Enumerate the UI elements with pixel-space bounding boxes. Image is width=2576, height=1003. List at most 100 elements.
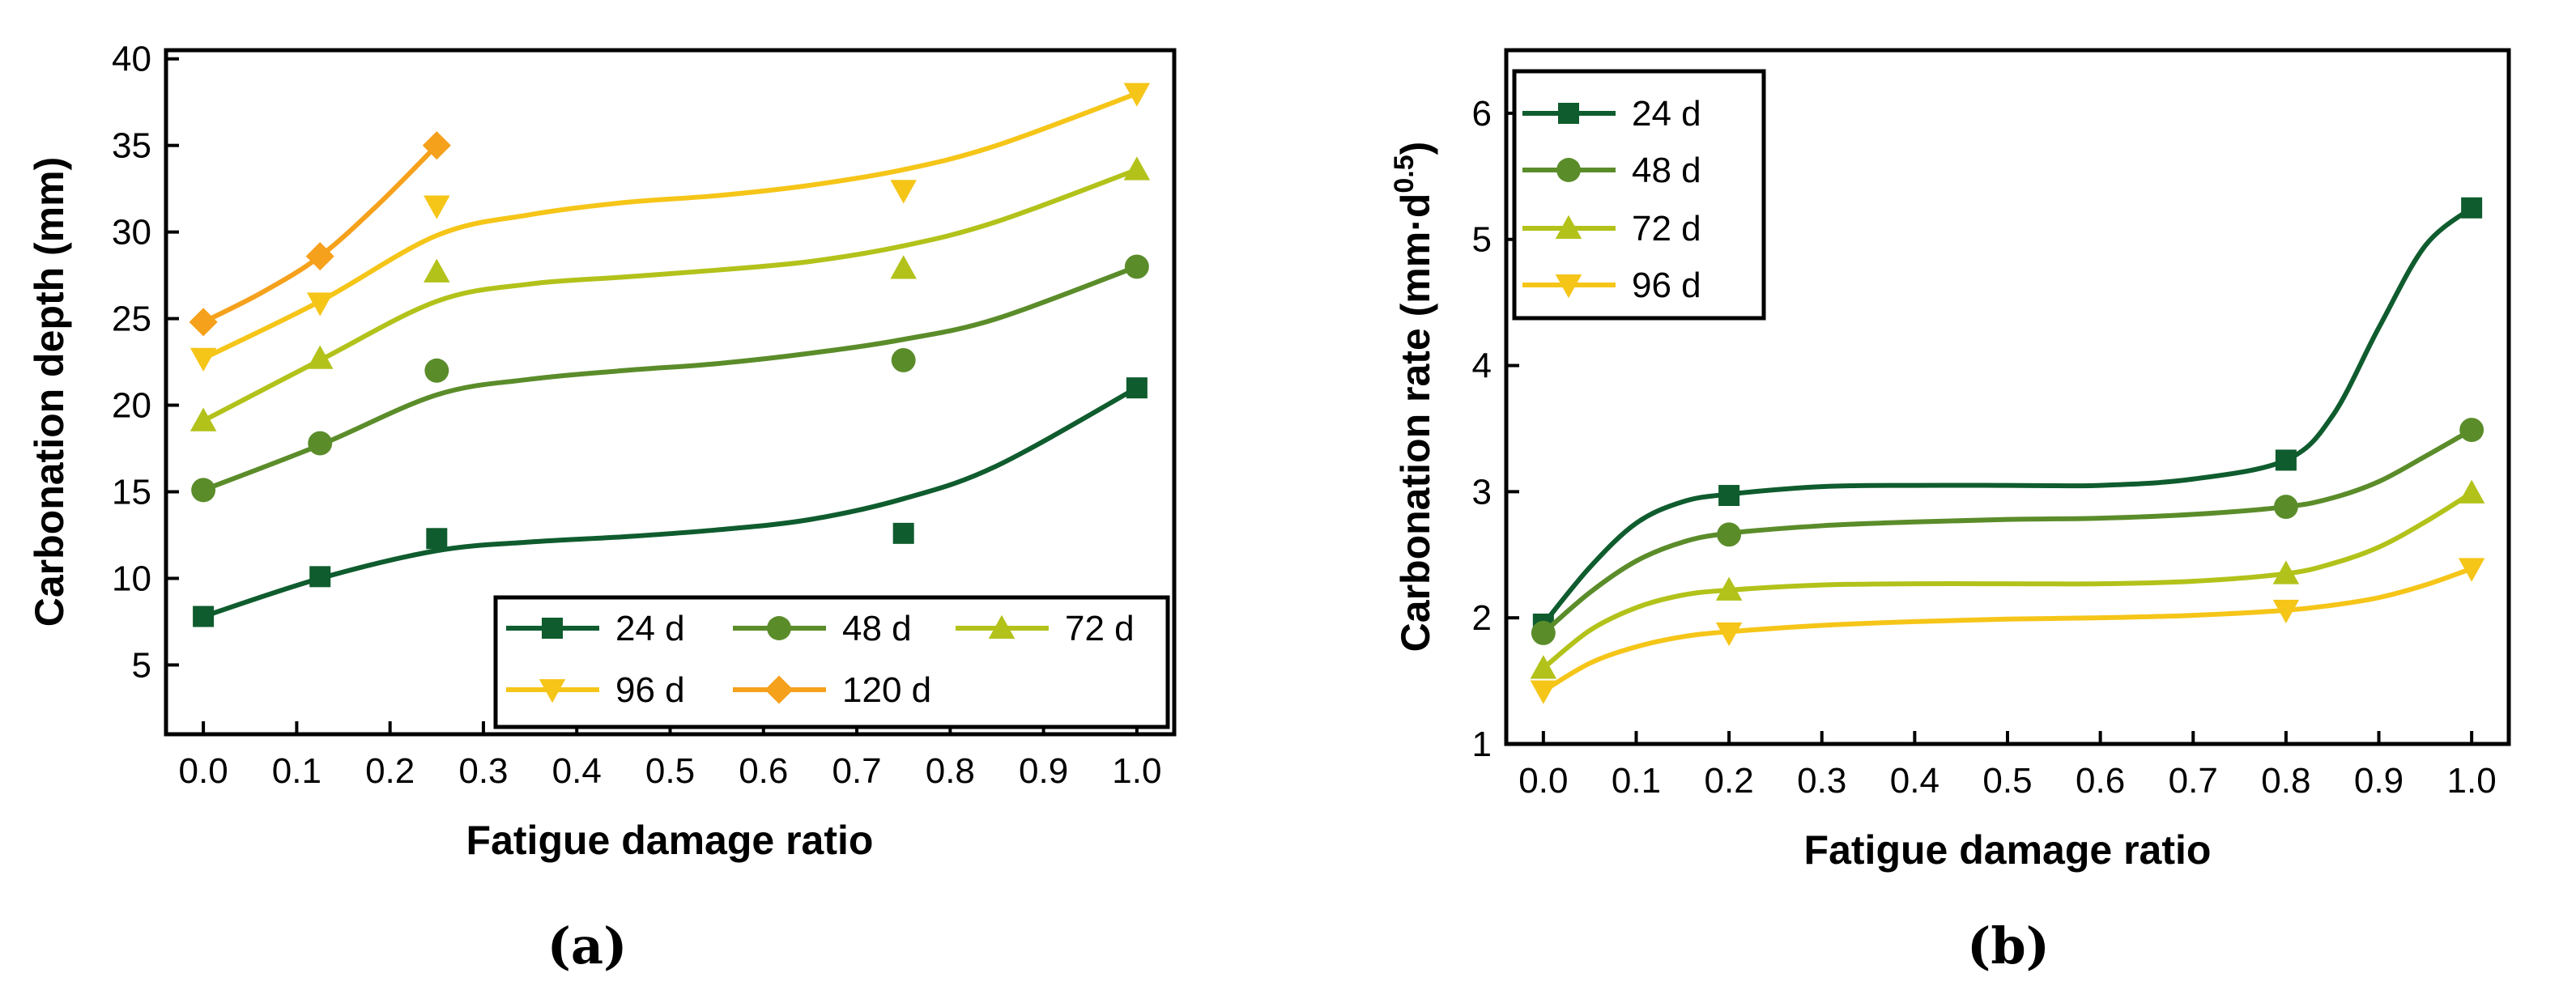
legend-frame-a [493, 595, 1170, 729]
panel-label-b: (b) [1967, 916, 2050, 975]
x-tick-label: 0.0 [1518, 761, 1568, 801]
fit-line-24d [1541, 206, 2474, 626]
y-tick-label: 25 [112, 300, 151, 339]
data-point-24d [2275, 449, 2297, 471]
fit-line-96d [202, 91, 1138, 361]
y-axis-title-b-main: Carbonation rate (mm·d [1393, 193, 1438, 652]
data-point-72d [2458, 479, 2485, 504]
data-point-96d [306, 292, 334, 317]
x-tick-label: 0.6 [739, 751, 788, 791]
fit-line-72d [202, 167, 1138, 423]
legend-marker-48d [767, 616, 791, 640]
data-point-72d [1123, 156, 1151, 181]
data-point-120d [305, 242, 334, 271]
legend-marker-24d [542, 618, 563, 639]
y-axis-title-b: Carbonation rate (mm·d0.5) [1389, 142, 1438, 652]
y-axis-title-b-close: ) [1393, 142, 1438, 155]
x-tick-label: 0.7 [2169, 761, 2218, 801]
data-point-48d [1717, 522, 1742, 547]
data-point-24d [426, 528, 448, 550]
data-point-24d [309, 566, 331, 588]
data-point-24d [193, 606, 215, 627]
data-point-96d [1715, 622, 1743, 647]
x-tick-label: 0.9 [1019, 751, 1068, 791]
legend-marker-96d [1555, 274, 1582, 299]
legend-b: 24 d 48 d 72 d 96 d [1512, 69, 1766, 321]
x-tick-label: 0.8 [2261, 761, 2310, 801]
legend-label-72d: 72 d [1065, 609, 1135, 648]
data-point-96d [424, 195, 450, 219]
y-tick-label: 4 [1472, 346, 1492, 386]
data-point-48d [1531, 620, 1556, 645]
x-tick-label: 0.3 [1797, 761, 1846, 801]
legend-marker-24d [1558, 103, 1579, 124]
y-tick-label: 35 [112, 126, 151, 166]
x-tick-label: 0.2 [365, 751, 415, 791]
x-tick-label: 0.5 [645, 751, 695, 791]
legend-label-72d: 72 d [1632, 209, 1701, 249]
legend-label-96d: 96 d [615, 670, 685, 710]
data-point-72d [1530, 655, 1557, 679]
fit-line-24d [202, 385, 1139, 619]
y-tick-label: 40 [112, 40, 151, 79]
x-axis-title-a: Fatigue damage ratio [466, 818, 874, 863]
data-point-96d [1530, 680, 1557, 704]
y-axis-title-b-sup: 0.5 [1389, 155, 1420, 193]
data-point-96d [189, 347, 217, 372]
legend-label-48d: 48 d [842, 609, 912, 648]
x-tick-label: 0.6 [2076, 761, 2125, 801]
data-series-a [189, 83, 1151, 627]
data-point-72d [189, 407, 217, 431]
chart-panel-b: 0.0 0.1 0.2 0.3 0.4 0.5 0.6 0.7 0.8 0.9 1.0123456 … [1389, 48, 2511, 975]
y-tick-label: 5 [1472, 220, 1492, 260]
fit-line-48d [1541, 427, 2473, 635]
data-point-96d [2458, 558, 2485, 582]
x-tick-label: 0.4 [1890, 761, 1939, 801]
y-tick-label: 6 [1472, 94, 1492, 134]
data-point-48d [308, 431, 333, 456]
y-tick-label: 2 [1472, 598, 1492, 638]
fit-line-48d [202, 264, 1138, 493]
y-tick-label: 30 [112, 213, 151, 253]
data-point-96d [890, 180, 917, 204]
data-point-24d [892, 522, 914, 544]
y-tick-label: 15 [112, 473, 151, 512]
y-axis-title-a: Carbonation depth (mm) [27, 157, 72, 627]
fit-line-72d [1541, 491, 2473, 670]
y-tick-label: 20 [112, 386, 151, 426]
x-axis-title-b: Fatigue damage ratio [1804, 827, 2212, 873]
data-point-120d [189, 308, 218, 337]
legend-label-96d: 96 d [1632, 266, 1701, 305]
data-point-72d [424, 258, 450, 283]
x-tick-label: 1.0 [2447, 761, 2497, 801]
data-point-48d [891, 347, 916, 372]
axis-ticks-b: 0.0 0.1 0.2 0.3 0.4 0.5 0.6 0.7 0.8 0.9 1.0 1 2 3 4 5 6 [1472, 94, 2497, 801]
panel-label-a: (a) [547, 916, 628, 975]
fit-line-96d [1542, 566, 2473, 694]
axis-ticks-a: 0.0 0.1 0.2 0.3 0.4 0.5 0.6 0.7 0.8 0.9 1.0 5 10 15 20… [112, 40, 1161, 791]
legend-marker-96d [539, 679, 566, 703]
data-point-72d [890, 255, 917, 279]
chart-panel-a: 0.0 0.1 0.2 0.3 0.4 0.5 0.6 0.7 0.8 0.9 1.0 5 10 15 20… [27, 40, 1177, 975]
legend-label-120d: 120 d [842, 670, 931, 710]
data-point-96d [1123, 83, 1151, 107]
data-point-48d [2273, 495, 2298, 520]
y-tick-label: 10 [112, 559, 151, 598]
data-point-48d [1124, 254, 1149, 279]
data-point-24d [2461, 197, 2483, 219]
legend-a: 24 d 48 d 72 d 96 d 120 d [493, 595, 1170, 729]
x-tick-label: 0.3 [458, 751, 508, 791]
data-series-b [1530, 197, 2485, 704]
legend-marker-120d [764, 675, 794, 704]
x-tick-label: 0.2 [1705, 761, 1754, 801]
legend-label-24d: 24 d [615, 609, 685, 648]
data-point-48d [191, 478, 216, 503]
legend-marker-72d [1555, 215, 1582, 239]
legend-marker-48d [1556, 158, 1581, 182]
legend-marker-72d [988, 614, 1015, 639]
data-point-120d [422, 131, 451, 160]
x-tick-label: 0.8 [926, 751, 975, 791]
data-point-72d [2272, 560, 2300, 584]
x-tick-label: 0.7 [832, 751, 881, 791]
